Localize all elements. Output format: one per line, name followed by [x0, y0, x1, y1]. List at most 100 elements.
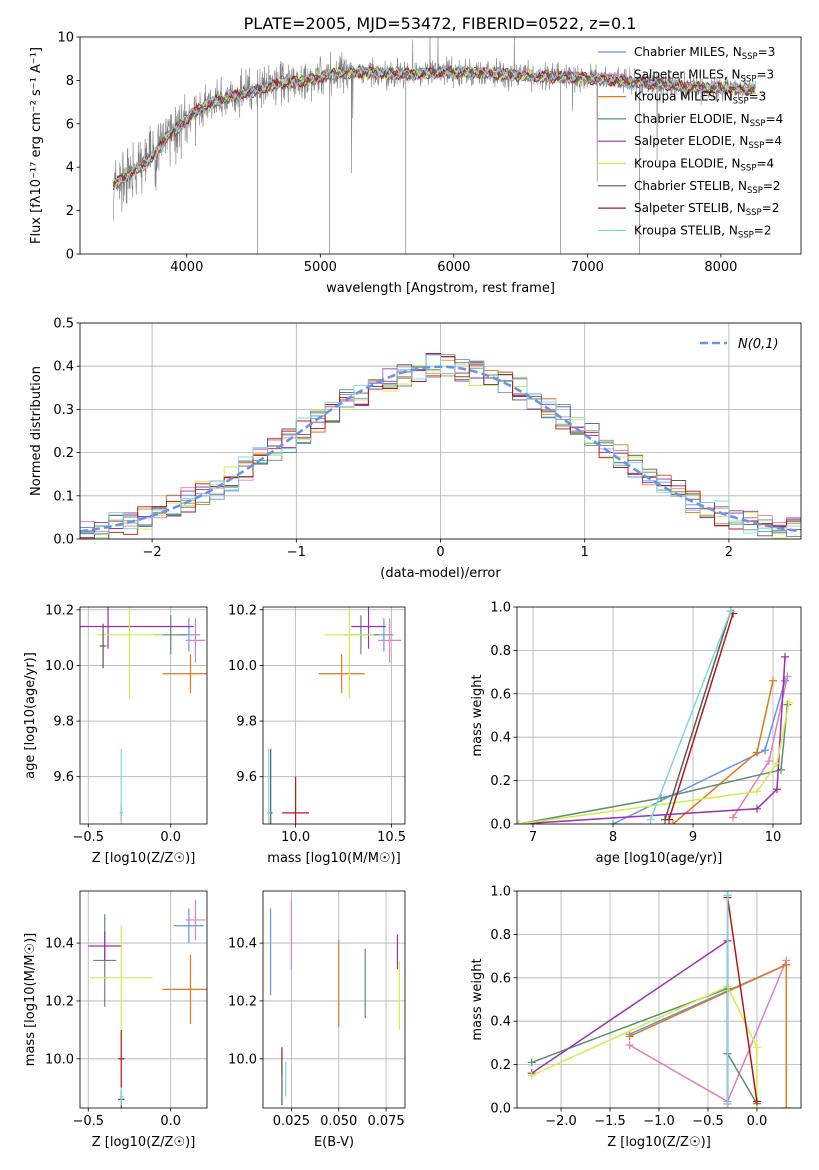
legend-label-n: =3 — [758, 45, 776, 59]
weight-marker — [773, 759, 781, 768]
error-bar-point — [266, 748, 271, 824]
weight-series — [646, 607, 735, 824]
legend-label-text: Salpeter ELODIE, N — [634, 134, 748, 148]
y-tick-label: 10.0 — [45, 659, 74, 674]
x-tick-label: 2 — [725, 545, 733, 560]
error-bar-point — [185, 899, 206, 941]
error-bar-point — [119, 748, 123, 824]
weight-series — [669, 676, 777, 824]
y-axis-label: Normed distribution — [29, 366, 44, 496]
x-axis-label: Z [log10(Z/Z☉)] — [607, 1135, 711, 1150]
y-tick-label: 10.2 — [45, 994, 74, 1009]
y-tick-label: 10.0 — [45, 1052, 74, 1067]
x-tick-label: 0.0 — [747, 1114, 768, 1129]
legend-label-text: Salpeter STELIB, N — [634, 201, 746, 215]
weight-series — [625, 960, 791, 1108]
spectrum-model-line — [112, 65, 756, 191]
plot-area-age_vs_mass — [266, 607, 402, 824]
gaussian-reference-line — [80, 365, 801, 533]
y-tick-label: 0.4 — [490, 731, 511, 746]
error-bar-point — [162, 654, 207, 694]
error-bar-point — [80, 607, 194, 649]
error-bar-point — [351, 607, 386, 649]
x-tick-label: 0.025 — [273, 1114, 310, 1129]
weight-marker — [761, 746, 769, 755]
axes-frame — [262, 606, 406, 825]
x-tick-label: 7 — [529, 830, 537, 845]
y-tick-label: 1.0 — [490, 601, 511, 616]
weight-marker — [527, 1058, 536, 1067]
weight-line — [668, 613, 734, 820]
weight-marker — [625, 1041, 634, 1050]
panel-mass_vs_EBV: 0.025 0.050 0.075 10.0 10.2 10.4 E(B-V) — [228, 890, 406, 1150]
y-tick-label: 9.8 — [53, 715, 74, 730]
legend-label-sub: SSP — [738, 230, 754, 240]
y-tick-label: 10.2 — [45, 603, 74, 618]
x-tick-label: 0.050 — [320, 1114, 357, 1129]
weight-marker — [752, 1097, 761, 1106]
weight-marker — [625, 1032, 634, 1041]
y-tick-label: 10.2 — [228, 994, 257, 1009]
weight-marker — [781, 676, 789, 685]
x-axis-label: wavelength [Angstrom, rest frame] — [326, 281, 555, 296]
legend-label-n: =3 — [749, 90, 767, 104]
y-tick-label: 0.1 — [53, 489, 74, 504]
error-bar-point — [119, 1087, 123, 1106]
legend-label-text: Chabrier ELODIE, N — [634, 112, 750, 126]
weight-series — [723, 891, 732, 1108]
axes-frame — [79, 606, 208, 825]
plot-area-weight_vs_Z — [527, 891, 791, 1108]
y-tick-label: 0.6 — [490, 971, 511, 986]
legend-label: Salpeter ELODIE, NSSP=4 — [634, 134, 782, 151]
axes-frame — [79, 890, 208, 1109]
x-axis-label: (data-model)/error — [380, 566, 501, 581]
weight-line — [518, 702, 790, 824]
x-tick-label: 4000 — [170, 260, 203, 275]
legend-label: Salpeter STELIB, NSSP=2 — [634, 201, 779, 218]
y-axis-label: Flux [fλ10⁻¹⁷ erg cm⁻² s⁻¹ A⁻¹] — [29, 47, 44, 244]
x-tick-label: −2.0 — [545, 1114, 577, 1129]
weight-series — [527, 936, 732, 1108]
x-tick-label: 0.0 — [160, 830, 181, 845]
axes-frame — [516, 606, 802, 825]
y-tick-label: 0.2 — [53, 446, 74, 461]
y-tick-label: 0.0 — [490, 818, 511, 833]
panel-residuals: −2 −1 0 1 2 0.0 0.1 0.2 0.3 0.4 0.5 (data-model)/er… — [29, 317, 802, 581]
x-tick-label: 0.075 — [367, 1114, 404, 1129]
weight-marker — [781, 652, 789, 661]
error-bar-point — [99, 623, 107, 669]
x-tick-label: 0.0 — [160, 1114, 181, 1129]
weight-line — [726, 897, 758, 1102]
x-tick-label: −0.5 — [72, 1114, 104, 1129]
weight-line — [664, 611, 732, 820]
weight-marker — [782, 1104, 791, 1108]
weight-marker — [782, 960, 791, 969]
error-bar-point — [318, 654, 365, 694]
weight-marker — [723, 1099, 732, 1108]
x-axis-label: mass [log10(M/M☉)] — [267, 851, 400, 866]
y-tick-label: 0.6 — [490, 687, 511, 702]
weight-marker — [665, 815, 673, 824]
x-tick-label: 10 — [765, 830, 782, 845]
x-tick-label: −1.0 — [643, 1114, 675, 1129]
weight-marker — [773, 785, 781, 794]
legend-label: N(0,1) — [738, 337, 779, 352]
weight-marker — [723, 891, 732, 900]
panel-spectrum: 4000 5000 6000 7000 8000 0 2 4 6 8 10 wavelength [A… — [29, 31, 802, 296]
y-tick-label: 10.4 — [228, 937, 257, 952]
legend-label-text: Kroupa MILES, N — [634, 90, 733, 104]
x-tick-label: −0.5 — [692, 1114, 724, 1129]
x-axis-label: age [log10(age/yr)] — [596, 851, 723, 866]
y-tick-label: 6 — [66, 117, 74, 132]
y-tick-label: 0.5 — [53, 317, 74, 332]
weight-marker — [769, 676, 777, 685]
weight-series — [527, 984, 761, 1108]
panel-mass_vs_Z: −0.5 0.0 10.0 10.2 10.4 Z [log10(Z/Z☉)] mass [… — [23, 890, 208, 1150]
error-bar-point — [162, 954, 207, 1025]
legend-label-text: Kroupa ELODIE, N — [634, 157, 741, 171]
error-bar-point — [378, 618, 402, 663]
y-tick-label: 2 — [66, 204, 74, 219]
weight-series — [665, 609, 737, 824]
error-bar-point — [89, 925, 153, 1030]
legend-label-n: =4 — [756, 157, 774, 171]
